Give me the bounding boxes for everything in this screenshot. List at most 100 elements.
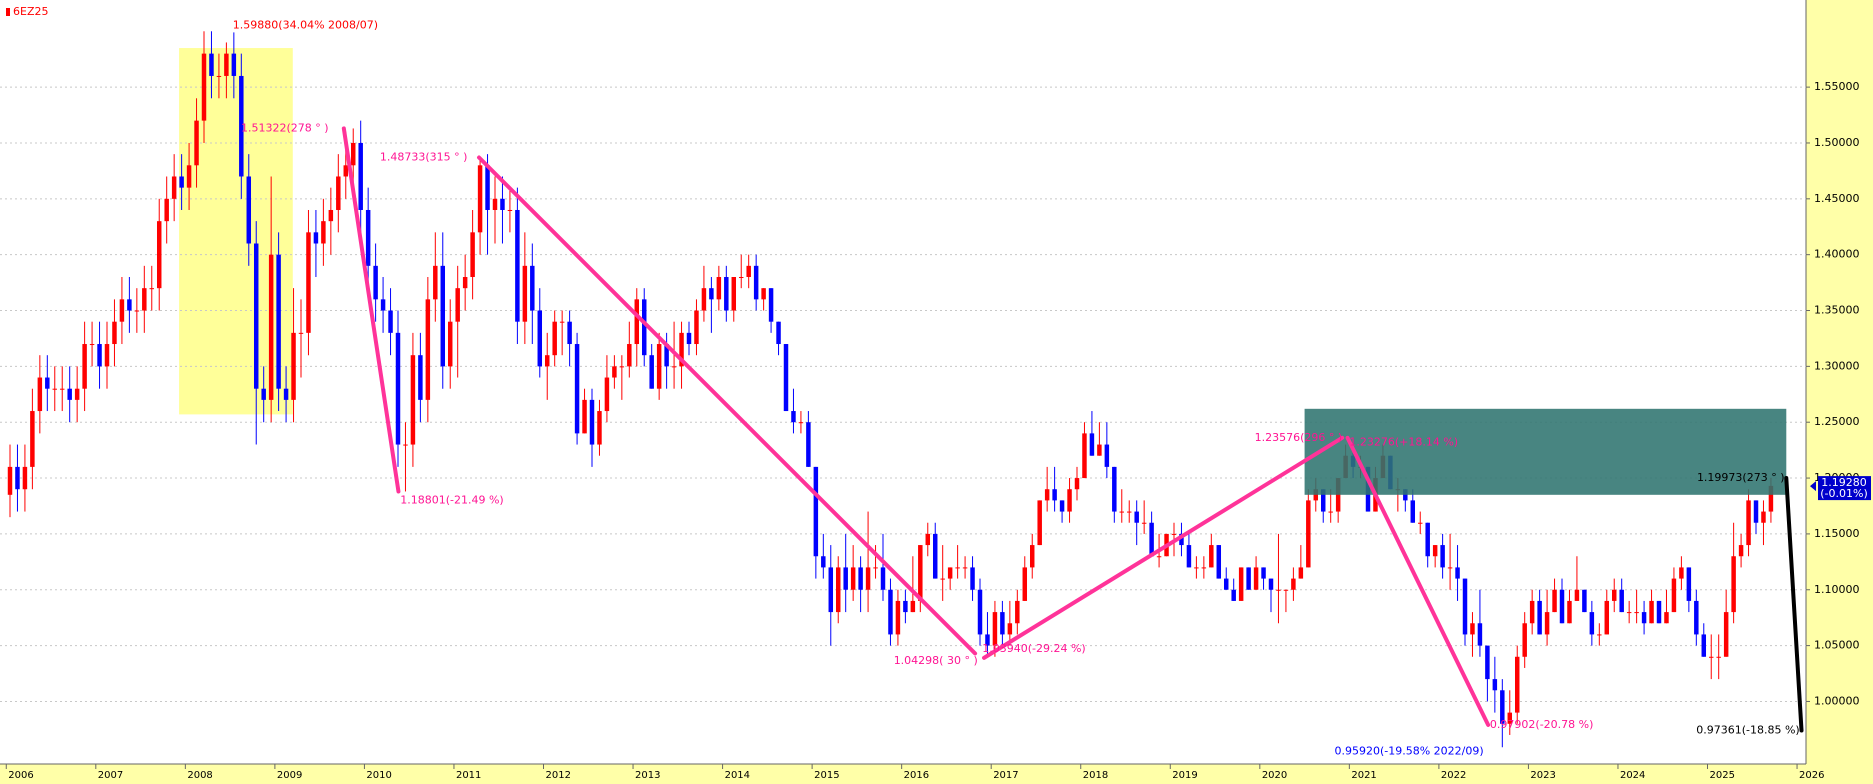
candle-body [74,388,80,400]
candle-body [709,288,714,300]
candle-body [619,366,625,368]
y-tick-label: 1.10000 [1814,583,1860,596]
candle-body [201,53,207,121]
candle-body [321,221,326,244]
time-axis-background [0,764,1806,784]
candle-body [1649,600,1654,624]
candle-body [1104,444,1110,467]
candle-body [1671,578,1677,613]
candle-body [1074,478,1080,490]
candle-body [1679,567,1684,579]
candle-body [530,265,535,311]
candle-body [701,288,707,311]
candle-body [768,288,774,322]
candle-body [492,198,498,210]
candle-body [1470,623,1475,635]
candle-body [164,198,169,222]
candle-body [1029,545,1035,568]
y-tick-label: 1.50000 [1814,136,1860,149]
candle-body [507,209,513,211]
candle-body [612,366,617,378]
candle-body [776,321,781,345]
candle-body [358,142,363,210]
candle-body [1253,567,1259,590]
candle-body [649,355,654,389]
candle-body [1514,656,1520,713]
candle-body [1052,489,1057,501]
last-price-pointer [1810,481,1816,492]
x-tick-label: 2023 [1530,770,1555,781]
candle-body [127,299,132,311]
candle-body [567,321,572,345]
candle-body [1276,589,1281,591]
candle-body [694,310,699,345]
candle-body [1716,656,1721,658]
y-tick-label: 1.55000 [1814,80,1860,93]
candle-body [903,600,908,613]
candle-body [59,388,65,390]
candle-body [880,567,886,590]
candle-body [992,612,998,646]
candle-body [1179,533,1184,546]
candle-body [1283,589,1289,591]
candle-body [433,265,438,300]
candle-body [910,600,916,613]
annotation: 1.48733(315 ° ) [380,150,468,163]
x-tick-label: 2022 [1441,770,1466,781]
candle-body [1447,567,1453,569]
candle-body [1544,612,1550,635]
candle-body [1291,578,1296,590]
candle-body [664,344,669,367]
candle-body [1522,623,1527,657]
annotation: 0.95920(-19.58% 2022/09) [1334,745,1483,758]
candle-body [1417,522,1423,524]
x-tick-label: 2007 [98,770,123,781]
candle-body [194,120,199,166]
title-marker [6,8,10,16]
candle-body [1686,567,1692,601]
candle-body [1634,612,1639,614]
candle-body [1507,712,1513,724]
candle-body [1059,500,1065,512]
candle-body [246,176,252,244]
candle-body [45,377,50,389]
candle-body [500,198,505,210]
candle-body [738,277,744,279]
candle-body [1746,500,1751,546]
candle-body [865,567,871,590]
candle-body [447,321,453,367]
candle-body [1619,589,1624,613]
candle-layer [7,31,1774,748]
candle-body [1216,545,1222,579]
y-tick-label: 1.40000 [1814,248,1860,261]
candle-body [1223,578,1229,590]
candle-body [850,567,856,590]
candle-body [1261,567,1266,579]
x-tick-label: 2025 [1710,770,1735,781]
candle-body [686,332,692,345]
annotation: 0.97361(-18.85 %) [1696,723,1799,736]
candle-body [82,344,87,389]
candle-body [1194,567,1199,569]
x-tick-label: 2013 [635,770,660,781]
candle-body [1209,545,1214,568]
candle-body [216,75,222,77]
candle-body [112,321,117,345]
x-tick-label: 2024 [1620,770,1645,781]
candle-body [440,265,446,367]
x-tick-label: 2019 [1172,770,1197,781]
annotation: 1.18801(-21.49 %) [400,493,503,506]
candle-body [1537,600,1542,635]
trend-line [477,155,978,656]
trend-line [982,435,1345,660]
x-tick-label: 2020 [1262,770,1287,781]
candle-body [403,444,408,446]
candle-body [858,567,863,590]
y-tick-label: 1.45000 [1814,192,1860,205]
candle-body [395,332,401,445]
candle-body [1477,623,1483,646]
candle-body [634,299,640,345]
candle-body [970,567,975,590]
highlight-zone [1304,408,1787,495]
